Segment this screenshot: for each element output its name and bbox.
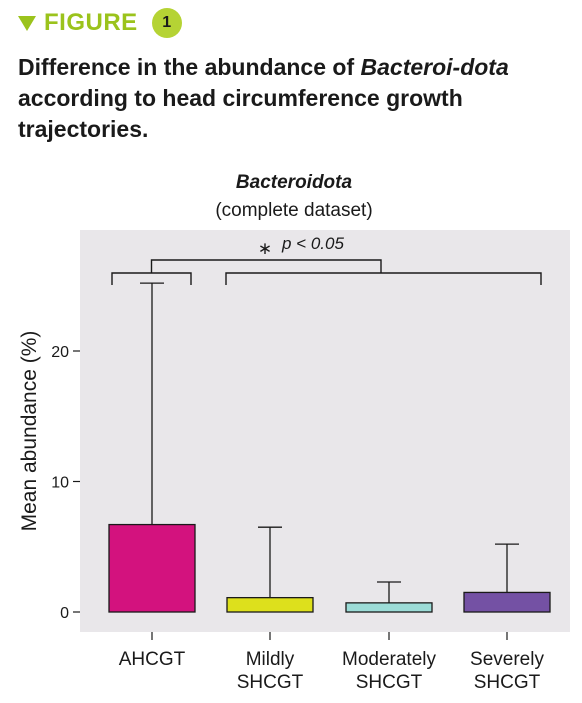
x-tick-label: AHCGT [119, 649, 186, 670]
figure-title-text: Difference in the abundance of [18, 54, 361, 80]
chart-title: Bacteroidota [236, 172, 353, 193]
significance-annotation: ∗ p < 0.05 [111, 234, 542, 285]
x-tick-label: Moderately SHCGT [342, 649, 436, 693]
figure-title-taxon: Bacteroi-dota [360, 54, 509, 80]
figure-title: Difference in the abundance of Bacteroi-… [18, 52, 558, 145]
x-tick-label-line: SHCGT [356, 672, 423, 693]
x-tick-label-line: AHCGT [119, 649, 186, 670]
bracket-comparison [150, 259, 382, 273]
y-tick-label: 20 [51, 344, 69, 361]
figure-label: FIGURE [44, 9, 138, 36]
x-tick-label: Severely SHCGT [470, 649, 544, 693]
figure-number-badge: 1 [151, 8, 182, 38]
chart-subtitle: (complete dataset) [215, 200, 372, 221]
bars [108, 282, 551, 613]
figure-title-text-end: according to head circumference growth t… [18, 85, 463, 142]
triangle-down-icon [18, 15, 36, 31]
x-tick-label-line: Mildly [246, 649, 295, 670]
p-value-label: p < 0.05 [281, 234, 344, 253]
x-tick-label-line: Moderately [342, 649, 436, 670]
y-axis-label: Mean abundance (%) [18, 331, 41, 532]
x-tick-label: Mildly SHCGT [237, 649, 304, 693]
bar [345, 602, 433, 613]
figure-header: FIGURE 1 [18, 8, 182, 38]
x-tick-label-line: SHCGT [474, 672, 541, 693]
y-tick-label: 10 [51, 475, 69, 492]
y-tick-label: 0 [60, 605, 69, 622]
bar [108, 523, 196, 613]
y-axis: 0 10 20 [51, 344, 80, 622]
significance-star: ∗ [258, 239, 272, 258]
bar [463, 591, 551, 613]
x-tick-label-line: Severely [470, 649, 544, 670]
bar [226, 596, 314, 613]
x-tick-label-line: SHCGT [237, 672, 304, 693]
bracket-right-group [225, 272, 542, 285]
